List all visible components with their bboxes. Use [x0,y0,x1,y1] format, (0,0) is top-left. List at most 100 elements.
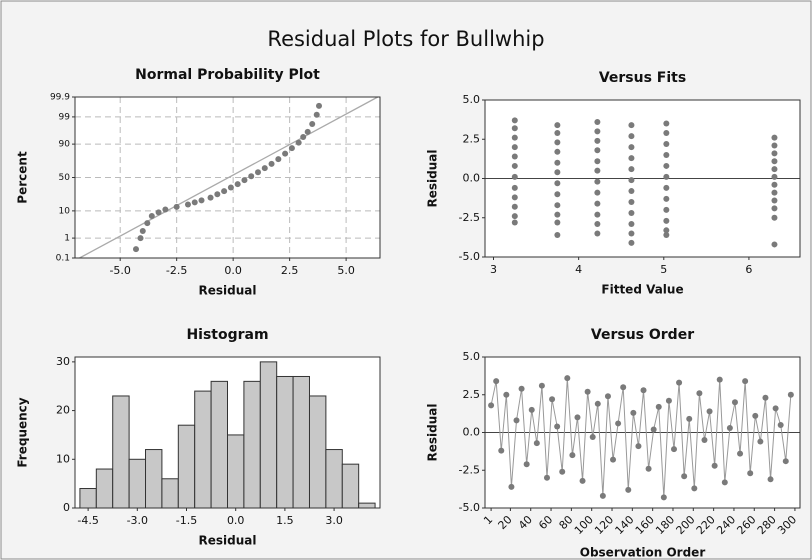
point [559,468,566,475]
point [663,206,670,213]
x-tick-label: 4 [575,263,582,276]
point [554,129,561,136]
y-axis-label: Residual [426,404,440,462]
point [511,162,518,169]
point [747,470,754,477]
panel-title: Normal Probability Plot [135,67,320,83]
point [594,137,601,144]
series-line [490,378,792,498]
y-tick-label: 90 [59,140,71,150]
y-tick-label: 99 [59,112,71,122]
point [523,461,530,468]
point [554,232,561,239]
point [771,173,778,180]
point [771,241,778,248]
point [511,144,518,151]
point [173,203,180,210]
x-axis-label: Residual [199,534,257,548]
y-tick-label: 99.9 [50,93,70,103]
y-axis-label: Percent [16,151,30,204]
point [511,173,518,180]
point [665,397,672,404]
point [155,209,162,216]
point [610,456,617,463]
point [640,387,647,394]
bar [292,375,310,509]
point [676,379,683,386]
point [731,399,738,406]
point [300,133,307,140]
point [513,417,520,424]
bar [145,449,163,509]
point [628,122,635,129]
point [316,102,322,109]
plot-frame [74,96,381,259]
bar [243,380,261,509]
point [511,184,518,191]
point [594,167,601,174]
y-tick-label: -2.5 [459,211,480,224]
point [543,474,550,481]
point [594,200,601,207]
point [304,128,311,135]
x-tick-label: 5.0 [337,264,355,277]
point [554,139,561,146]
point [594,221,601,228]
point [227,184,234,191]
point [511,194,518,201]
x-axis-label: Residual [199,284,257,298]
point [655,403,662,410]
y-tick-label: 5.0 [463,350,481,363]
x-tick-label: 5 [660,263,667,276]
point [184,201,191,208]
point [518,385,525,392]
point [771,205,778,212]
point [663,217,670,224]
point [162,206,169,213]
point [721,479,728,486]
point [615,420,622,427]
point [554,211,561,218]
point [309,121,316,128]
point [628,155,635,162]
point [628,230,635,237]
y-tick-label: 0.0 [463,426,481,439]
point [255,169,261,176]
point [191,199,198,206]
point [241,177,248,184]
point [681,473,688,480]
point [663,173,670,180]
x-tick-label: 1.5 [276,514,294,527]
y-tick-label: 10 [59,206,71,216]
point [295,139,302,146]
point [628,239,635,246]
plot-frame [74,356,381,509]
bar [79,488,97,509]
point [628,144,635,151]
point [711,462,718,469]
point [579,477,586,484]
point [282,150,289,157]
point [787,391,794,398]
point [508,483,515,490]
x-tick-label: 0.0 [227,514,245,527]
bar [341,463,360,509]
point [628,177,635,184]
y-tick-label: 0 [63,501,70,514]
point [628,221,635,228]
point [594,128,601,135]
x-axis-label: Fitted Value [601,283,683,297]
y-tick-label: 1 [64,234,70,244]
point [139,227,146,234]
main-title: Residual Plots for Bullwhip [267,27,544,51]
point [671,446,677,453]
point [663,151,670,158]
x-tick-label: 0.0 [224,264,242,277]
point [569,452,576,459]
y-tick-label: 50 [59,173,71,183]
x-tick-label: 2.5 [281,264,299,277]
point [628,133,635,140]
plot-frame [484,356,801,509]
point [628,210,635,217]
